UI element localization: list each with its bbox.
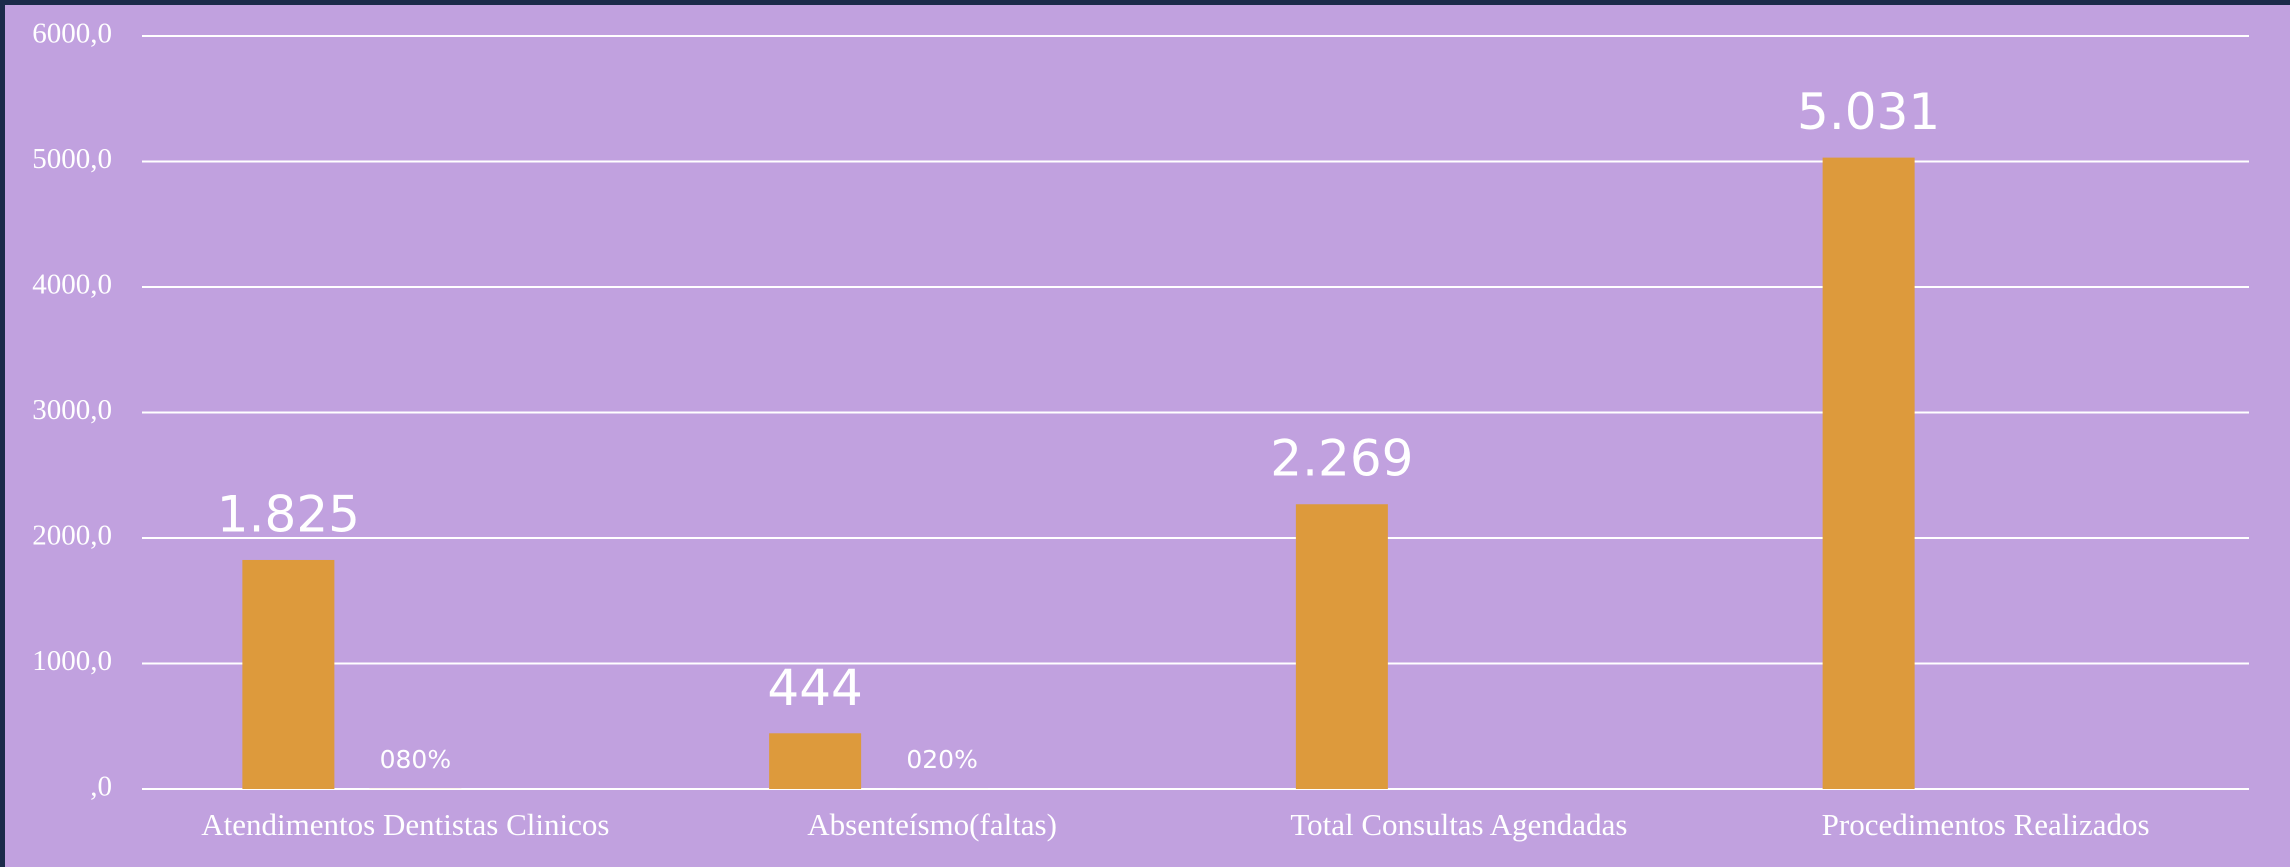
y-tick-label: 2000,0 (32, 520, 112, 552)
y-tick-label: 6000,0 (32, 18, 112, 50)
y-tick-label: ,0 (90, 771, 112, 803)
data-label: 2.269 (1270, 430, 1413, 488)
bar (242, 559, 335, 789)
data-label: 444 (767, 659, 862, 717)
y-tick-label: 5000,0 (32, 143, 112, 175)
data-label: 020% (906, 745, 977, 774)
y-tick-label: 3000,0 (32, 394, 112, 426)
data-label: 5.031 (1797, 83, 1940, 141)
x-tick-label: Atendimentos Dentistas Clinicos (201, 807, 609, 842)
y-tick-label: 4000,0 (32, 269, 112, 301)
bar (1822, 157, 1915, 789)
bar (769, 733, 862, 789)
data-label: 080% (380, 745, 451, 774)
plot-background (5, 5, 2290, 867)
data-label: 1.825 (217, 485, 360, 543)
bar (1295, 504, 1388, 789)
x-tick-label: Procedimentos Realizados (1822, 807, 2150, 842)
x-tick-label: Absenteísmo(faltas) (807, 807, 1057, 842)
y-tick-label: 1000,0 (32, 645, 112, 677)
x-tick-label: Total Consultas Agendadas (1290, 807, 1627, 842)
